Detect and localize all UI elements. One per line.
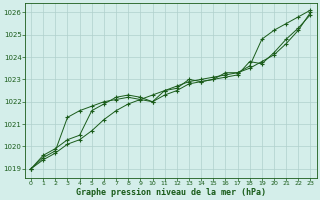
X-axis label: Graphe pression niveau de la mer (hPa): Graphe pression niveau de la mer (hPa) bbox=[76, 188, 266, 197]
